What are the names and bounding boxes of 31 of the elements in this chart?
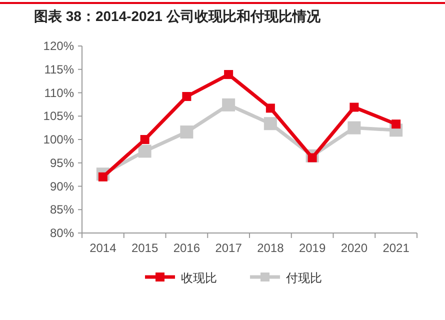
- point: [182, 92, 192, 101]
- y-tick-label: 105%: [43, 109, 74, 124]
- legend-label: 付现比: [285, 271, 322, 285]
- point: [266, 104, 275, 113]
- legend-label: 收现比: [181, 271, 217, 285]
- y-tick-label: 80%: [50, 226, 74, 240]
- point: [264, 117, 277, 130]
- y-tick-label: 85%: [50, 202, 74, 217]
- point: [348, 121, 361, 134]
- x-tick-label: 2016: [173, 241, 200, 255]
- x-tick-label: 2021: [382, 241, 410, 255]
- x-tick-label: 2017: [215, 241, 242, 255]
- chart-title: 图表 38：2014-2021 公司收现比和付现比情况: [34, 8, 322, 24]
- x-tick-label: 2015: [131, 241, 158, 255]
- y-tick-label: 95%: [50, 156, 74, 170]
- point: [140, 135, 150, 144]
- y-tick-label: 90%: [50, 179, 74, 194]
- y-tick-label: 100%: [43, 132, 74, 146]
- x-tick-label: 2018: [257, 241, 284, 255]
- point: [138, 144, 152, 158]
- y-tick-label: 115%: [44, 62, 74, 76]
- point: [392, 120, 401, 129]
- point: [224, 70, 234, 80]
- point: [180, 126, 194, 139]
- point: [222, 98, 236, 112]
- point: [350, 102, 359, 112]
- x-tick-label: 2019: [298, 241, 326, 255]
- x-tick-label: 2014: [90, 241, 117, 255]
- y-tick-label: 120%: [43, 39, 74, 53]
- x-tick-label: 2020: [340, 241, 368, 255]
- y-tick-label: 110%: [44, 86, 74, 100]
